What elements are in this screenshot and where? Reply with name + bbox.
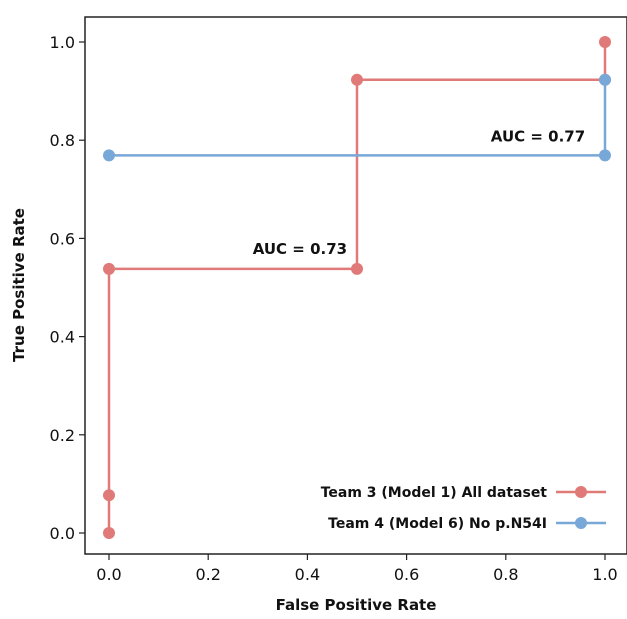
x-tick-label: 0.0 xyxy=(96,565,121,584)
auc-annotation: AUC = 0.77 xyxy=(491,127,585,145)
y-tick-label: 0.2 xyxy=(50,426,75,445)
data-point xyxy=(103,262,115,275)
data-point xyxy=(351,262,363,275)
y-tick-label: 0.4 xyxy=(50,328,75,347)
x-tick-label: 0.6 xyxy=(394,565,419,584)
auc-annotation: AUC = 0.73 xyxy=(253,240,347,258)
legend-label: Team 4 (Model 6) No p.N54I xyxy=(328,516,547,532)
y-axis-label: True Positive Rate xyxy=(10,208,28,362)
ticks-layer: 0.0 0.2 0.4 0.6 0.8 1.0 0.0 0.2 0.4 0.6 0.8 1.0 xyxy=(50,33,618,584)
legend-label: Team 3 (Model 1) All dataset xyxy=(321,485,548,501)
data-point xyxy=(103,489,115,502)
x-tick-label: 0.4 xyxy=(295,565,320,584)
legend-marker xyxy=(575,517,587,529)
data-point xyxy=(599,36,611,48)
legend-marker xyxy=(575,486,587,498)
data-point xyxy=(599,149,611,162)
y-tick-label: 0.0 xyxy=(50,524,75,543)
series-line-1 xyxy=(107,42,607,533)
x-tick-label: 1.0 xyxy=(592,565,617,584)
legend: Team 3 (Model 1) All dataset Team 4 (Mode… xyxy=(321,485,606,532)
y-tick-label: 0.8 xyxy=(50,131,75,150)
y-tick-label: 0.6 xyxy=(50,229,75,248)
data-point xyxy=(351,73,363,86)
x-tick-label: 0.8 xyxy=(493,565,518,584)
data-point xyxy=(103,149,115,162)
data-point xyxy=(103,527,115,539)
plot-frame xyxy=(84,16,627,555)
x-axis-label: False Positive Rate xyxy=(276,596,437,614)
data-point xyxy=(599,73,611,86)
x-tick-label: 0.2 xyxy=(195,565,220,584)
y-tick-label: 1.0 xyxy=(50,33,75,52)
annotation-layer: AUC = 0.73 AUC = 0.77 xyxy=(253,127,585,258)
series-layer xyxy=(103,36,611,539)
